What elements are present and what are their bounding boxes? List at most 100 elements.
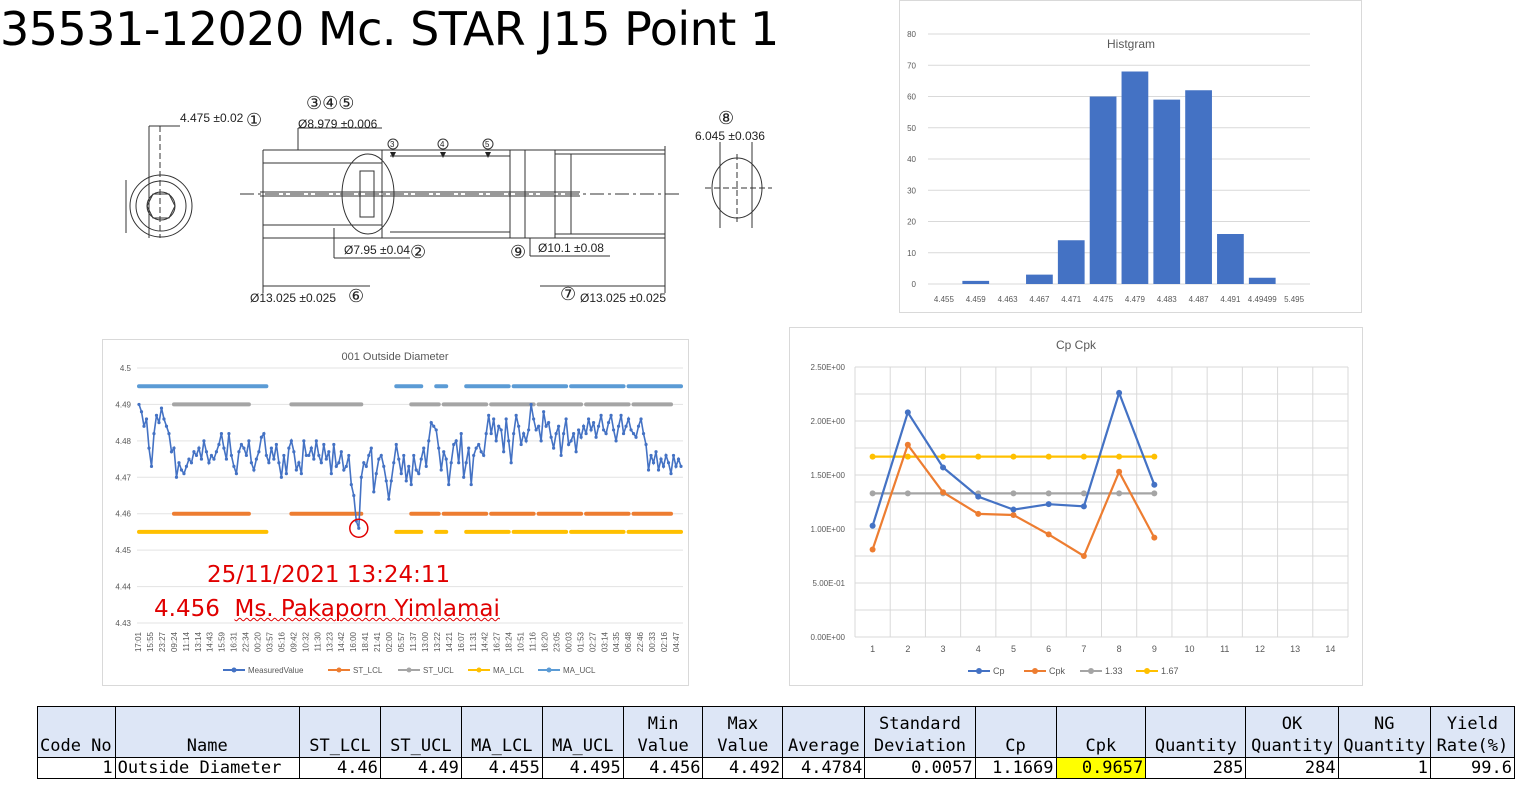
measured-value-point — [626, 417, 631, 421]
dim-label-345: Ø8.979 ±0.006 — [298, 117, 378, 131]
hist-bar — [1121, 71, 1149, 284]
measured-value-point — [217, 442, 221, 447]
hist-x-tick: 4.459 — [966, 295, 987, 304]
measured-value-point — [172, 446, 176, 450]
cp-series-point — [1045, 453, 1052, 460]
cp-x-tick: 3 — [941, 644, 946, 654]
measured-value-point — [309, 446, 313, 450]
measured-value-point — [611, 428, 616, 432]
measured-value-point — [244, 453, 249, 458]
hist-x-tick: 4.471 — [1061, 295, 1082, 304]
hist-y-tick: 50 — [907, 124, 916, 133]
table-header-cell: Average — [782, 706, 866, 758]
ctrl-x-tick: 13:14 — [194, 631, 203, 652]
ctrl-x-tick: 09:24 — [170, 631, 179, 652]
measured-value-point — [454, 439, 458, 443]
measured-value-point — [147, 446, 151, 450]
triangle-label-4: 4 — [440, 140, 445, 149]
measured-value-point — [581, 424, 586, 428]
ctrl-x-tick: 10:32 — [301, 631, 310, 652]
measured-value-point — [234, 472, 239, 476]
cp-series-point — [869, 453, 876, 460]
cp-series-point — [1080, 503, 1087, 510]
table-header-cell: Cp — [974, 706, 1057, 758]
measured-value-point — [629, 428, 633, 432]
measured-value-point — [279, 475, 283, 479]
ctrl-x-tick: 11:37 — [409, 631, 418, 651]
ctrl-x-tick: 11:30 — [313, 631, 322, 651]
table-header-cell: MA_LCL — [460, 706, 543, 758]
measured-value-point — [482, 453, 486, 458]
ctrl-y-tick: 4.47 — [115, 473, 131, 482]
measured-value-point — [329, 472, 333, 476]
measured-value-point — [644, 442, 648, 447]
ctrl-y-tick: 4.45 — [115, 546, 131, 555]
ctrl-x-tick: 02:16 — [660, 631, 669, 652]
ctrl-x-tick: 00:03 — [564, 631, 573, 652]
measured-value-point — [299, 472, 303, 476]
cp-x-tick: 4 — [976, 644, 981, 654]
table-cell: 4.49 — [379, 757, 462, 779]
measured-value-point — [214, 450, 219, 454]
measured-value-point — [634, 435, 638, 439]
measured-value-point — [382, 464, 386, 468]
hist-x-tick: 4.491 — [1220, 295, 1241, 304]
hist-x-tick: 4.467 — [1029, 295, 1050, 304]
table-cell: Outside Diameter — [114, 757, 300, 779]
table-cell: 4.492 — [702, 757, 784, 779]
measured-value-point — [457, 461, 461, 465]
cp-x-tick: 1 — [870, 644, 875, 654]
measured-value-point — [402, 453, 406, 458]
ctrl-x-tick: 15:55 — [146, 631, 155, 652]
cp-series-line — [871, 442, 1156, 558]
triangle-label-3: 3 — [390, 140, 395, 149]
measured-value-point — [327, 450, 331, 454]
table-header-cell: NG Quantity — [1337, 706, 1431, 758]
measured-value-point — [559, 453, 563, 458]
table-header-cell: Standard Deviation — [864, 706, 976, 758]
hist-y-tick: 70 — [907, 61, 916, 70]
annotation-operator: Ms. Pakaporn Yimlamai — [234, 596, 500, 622]
ctrl-x-tick: 03:57 — [266, 631, 275, 652]
measured-value-point — [179, 468, 184, 472]
ctrl-x-tick: 18:24 — [505, 631, 514, 652]
histogram-panel: 0 10 20 30 40 50 60 70 80 4.455 4.459 4.463 4.467 4.4… — [899, 0, 1362, 313]
measured-value-point — [389, 479, 393, 483]
measured-value-point — [472, 453, 476, 458]
hist-x-tick: 4.479 — [1125, 295, 1146, 304]
table-header-cell: ST_LCL — [298, 706, 381, 758]
hist-bar — [962, 280, 990, 284]
measured-value-point — [427, 439, 431, 443]
measured-value-point — [424, 464, 428, 468]
cp-y-tick: 0.00E+00 — [811, 633, 846, 642]
measured-value-point — [269, 446, 273, 450]
measured-value-point — [569, 439, 573, 443]
cp-x-tick: 9 — [1152, 644, 1157, 654]
measured-value-point — [164, 424, 169, 428]
measured-value-point — [432, 424, 436, 428]
measured-value-point — [199, 457, 204, 461]
measured-value-point — [671, 453, 676, 458]
measured-value-point — [437, 446, 441, 450]
hist-y-tick: 20 — [907, 218, 916, 227]
ctrl-x-tick: 10:51 — [517, 631, 526, 652]
cp-series-point — [1080, 453, 1087, 460]
measured-value-point — [616, 424, 621, 428]
measured-value-point — [207, 461, 211, 465]
table-header-cell: Yield Rate(%) — [1429, 706, 1515, 758]
cp-cpk-panel: 0.00E+00 5.00E-01 1.00E+00 1.50E+00 2.00E+00… — [789, 327, 1363, 686]
ctrl-y-tick: 4.48 — [115, 437, 131, 446]
measured-value-point — [606, 421, 611, 425]
measured-value-point — [394, 442, 398, 447]
measured-value-point — [649, 453, 653, 458]
measured-value-point — [367, 453, 371, 458]
measured-value-point — [144, 417, 149, 421]
cp-y-tick: 2.50E+00 — [811, 363, 846, 372]
measured-value-point — [322, 442, 326, 447]
cp-series-point — [1045, 501, 1052, 508]
measured-value-point — [579, 435, 583, 439]
hist-x-tick: 4.475 — [1093, 295, 1114, 304]
hist-x-tick: 4.487 — [1189, 295, 1210, 304]
measured-value-point — [294, 468, 298, 472]
table-cell: 1 — [1337, 757, 1431, 779]
